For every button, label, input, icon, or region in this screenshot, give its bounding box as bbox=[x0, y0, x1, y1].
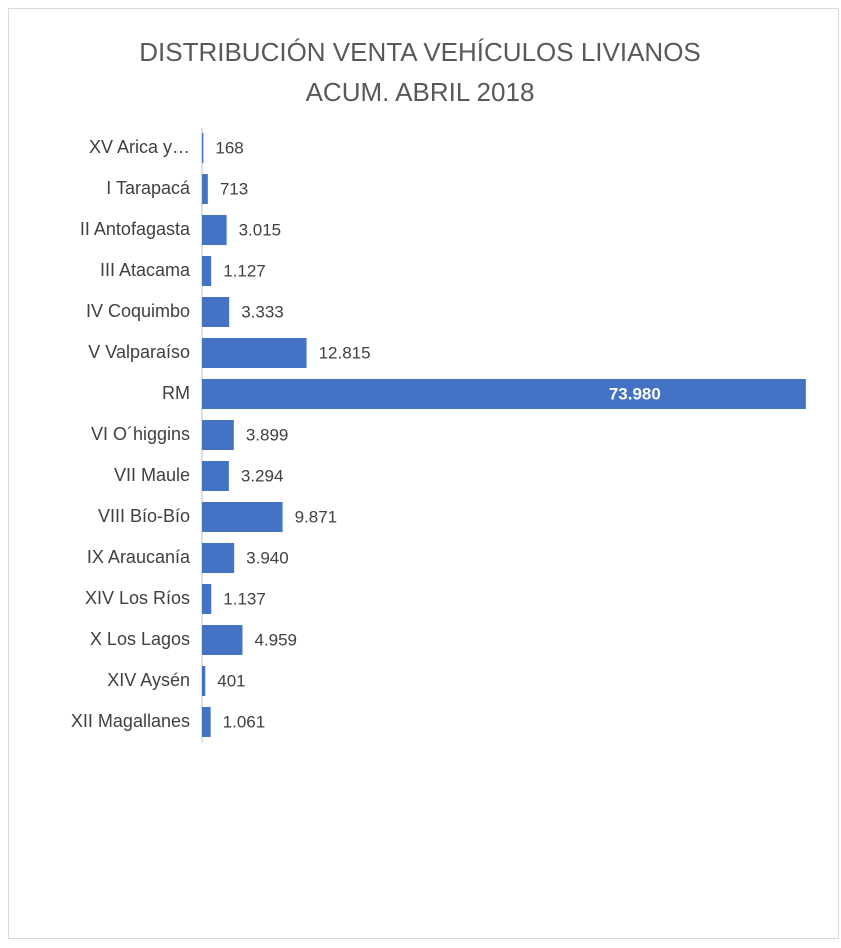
data-label: 9.871 bbox=[295, 507, 338, 526]
y-tick-label: XV Arica y… bbox=[89, 137, 190, 157]
bar bbox=[202, 707, 211, 737]
bar bbox=[202, 256, 212, 286]
y-tick-label: XII Magallanes bbox=[71, 711, 190, 731]
data-label: 3.899 bbox=[246, 425, 289, 444]
y-tick-label: II Antofagasta bbox=[80, 219, 191, 239]
y-tick-label: VIII Bío-Bío bbox=[98, 506, 190, 526]
y-tick-label: IV Coquimbo bbox=[86, 301, 190, 321]
data-label: 401 bbox=[217, 671, 245, 690]
bar bbox=[202, 502, 283, 532]
y-tick-label: III Atacama bbox=[100, 260, 191, 280]
bar bbox=[202, 666, 206, 696]
data-label: 73.980 bbox=[609, 384, 661, 403]
bar bbox=[202, 174, 208, 204]
y-tick-label: XIV Los Ríos bbox=[85, 588, 190, 608]
data-label: 3.333 bbox=[241, 302, 284, 321]
bar bbox=[202, 543, 235, 573]
bar bbox=[202, 215, 227, 245]
bar bbox=[202, 420, 234, 450]
data-label: 12.815 bbox=[319, 343, 371, 362]
chart-frame bbox=[8, 8, 839, 939]
bar bbox=[202, 461, 229, 491]
data-label: 168 bbox=[215, 138, 243, 157]
data-label: 1.127 bbox=[223, 261, 266, 280]
data-label: 4.959 bbox=[254, 630, 297, 649]
chart-title: DISTRIBUCIÓN VENTA VEHÍCULOS LIVIANOS AC… bbox=[139, 37, 701, 107]
bar bbox=[202, 625, 243, 655]
data-label: 3.015 bbox=[239, 220, 282, 239]
y-tick-label: VII Maule bbox=[114, 465, 190, 485]
y-tick-label: XIV Aysén bbox=[107, 670, 190, 690]
data-label: 3.294 bbox=[241, 466, 284, 485]
bar bbox=[202, 338, 307, 368]
data-label: 1.061 bbox=[223, 712, 266, 731]
y-tick-label: X Los Lagos bbox=[90, 629, 190, 649]
data-label: 713 bbox=[220, 179, 248, 198]
bar bbox=[202, 133, 204, 163]
bar bbox=[202, 297, 230, 327]
y-tick-label: VI O´higgins bbox=[91, 424, 190, 444]
y-tick-label: I Tarapacá bbox=[106, 178, 191, 198]
bar bbox=[202, 584, 212, 614]
y-tick-label: V Valparaíso bbox=[88, 342, 190, 362]
data-label: 3.940 bbox=[246, 548, 289, 567]
bar bbox=[202, 379, 806, 409]
data-label: 1.137 bbox=[223, 589, 266, 608]
y-tick-label: IX Araucanía bbox=[87, 547, 191, 567]
y-tick-label: RM bbox=[162, 383, 190, 403]
